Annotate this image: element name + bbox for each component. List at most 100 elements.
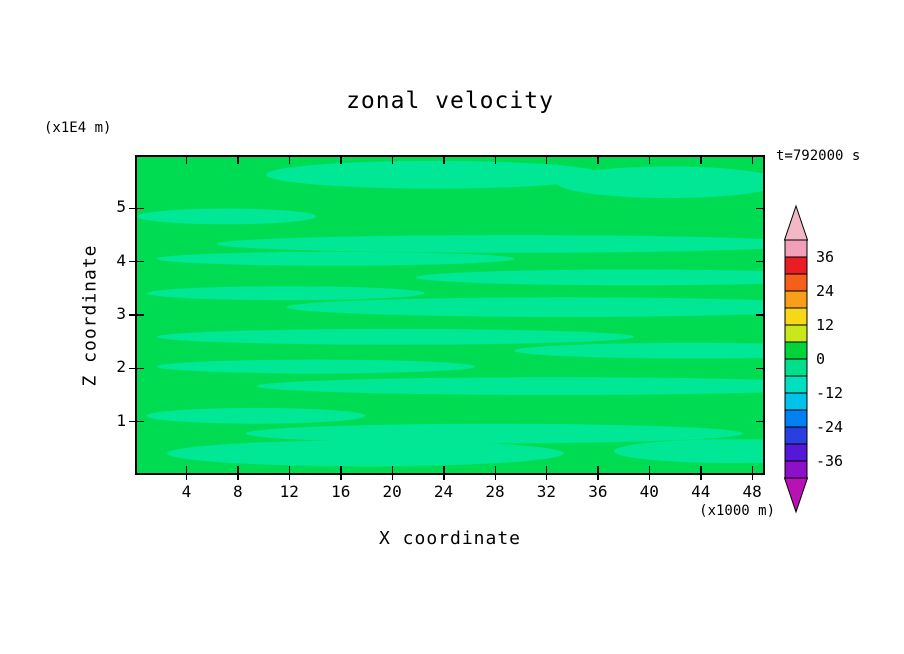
x-tick-bottom [288, 466, 291, 474]
colorbar-segment [784, 443, 808, 462]
x-tick-top [391, 156, 394, 164]
z-tick-right [756, 367, 764, 370]
field-negative-band [146, 407, 366, 424]
z-tick-label: 3 [116, 304, 126, 323]
colorbar-arrow-top [783, 204, 809, 241]
x-tick-label: 16 [331, 482, 351, 501]
x-tick-bottom [700, 466, 702, 474]
z-tick-label: 5 [116, 197, 126, 217]
x-tick-bottom-outer [648, 475, 651, 480]
field-negative-band [265, 160, 604, 189]
field-negative-band [137, 208, 317, 225]
contour-plot-area [135, 155, 765, 475]
x-tick-top [288, 156, 291, 164]
x-tick-bottom [648, 466, 651, 474]
colorbar-segment [784, 460, 808, 479]
x-tick-bottom [443, 466, 445, 474]
field-negative-band [245, 423, 743, 444]
x-tick-bottom-outer [597, 475, 599, 480]
x-tick-top [443, 156, 445, 164]
colorbar-tick-label: 12 [816, 316, 835, 334]
field-negative-band [216, 235, 763, 253]
x-tick-label: 28 [485, 482, 505, 501]
x-tick-bottom [494, 466, 496, 474]
z-tick-left-outer [129, 367, 135, 370]
colorbar-tick-label: -12 [816, 384, 844, 402]
zonal-velocity-field [137, 157, 763, 473]
z-tick-left [136, 367, 144, 370]
x-tick-label: 12 [279, 482, 299, 501]
x-tick-bottom-outer [443, 475, 445, 480]
colorbar-arrow-bottom [783, 477, 809, 514]
z-tick-left [136, 207, 144, 210]
x-tick-top [751, 156, 754, 164]
colorbar-tick-label: 36 [816, 248, 835, 266]
colorbar-segment [784, 358, 808, 377]
x-tick-label: 36 [588, 482, 608, 501]
x-tick-top [545, 156, 548, 164]
colorbar-segment [784, 273, 808, 292]
z-tick-right [756, 260, 764, 263]
colorbar-segment [784, 426, 808, 445]
x-tick-top [237, 156, 239, 164]
x-tick-label: 48 [742, 482, 762, 501]
x-tick-bottom-outer [288, 475, 291, 480]
field-negative-band [514, 342, 763, 359]
x-tick-top [700, 156, 702, 164]
y-axis-unit-label: (x1E4 m) [44, 120, 112, 136]
x-tick-top [597, 156, 599, 164]
x-tick-bottom-outer [751, 475, 754, 480]
x-tick-bottom [237, 466, 239, 474]
x-tick-bottom [340, 466, 342, 474]
z-tick-right [756, 314, 764, 316]
x-tick-label: 32 [536, 482, 557, 501]
field-negative-band [156, 251, 515, 266]
x-tick-top [494, 156, 496, 164]
colorbar-tick-label: -24 [816, 418, 844, 436]
time-annotation: t=792000 s [776, 148, 861, 164]
colorbar-tick-label: 0 [816, 350, 826, 368]
field-negative-band [286, 297, 763, 317]
colorbar-segment [784, 409, 808, 428]
z-tick-label: 4 [116, 250, 126, 270]
x-tick-bottom-outer [340, 475, 342, 480]
x-axis-unit-label: (x1000 m) [699, 503, 775, 519]
colorbar-segment [784, 256, 808, 275]
x-tick-bottom-outer [545, 475, 548, 480]
z-tick-left-outer [129, 314, 135, 316]
x-tick-bottom-outer [494, 475, 496, 480]
x-tick-top [648, 156, 651, 164]
x-tick-label: 44 [691, 482, 711, 501]
field-negative-band [614, 439, 763, 464]
x-axis-title: X coordinate [378, 528, 522, 549]
field-negative-band [256, 377, 763, 395]
x-tick-bottom [751, 466, 754, 474]
colorbar [783, 204, 809, 514]
colorbar-segment [784, 341, 808, 360]
field-negative-band [415, 269, 763, 286]
x-tick-label: 4 [181, 482, 192, 501]
colorbar-segment [784, 392, 808, 411]
x-tick-bottom [391, 466, 394, 474]
x-tick-label: 24 [433, 482, 454, 501]
z-tick-left [136, 420, 144, 423]
field-negative-band [167, 440, 564, 467]
field-negative-band [147, 286, 425, 301]
field-negative-band [157, 328, 635, 345]
z-tick-left [136, 314, 144, 316]
x-tick-top [185, 156, 188, 164]
field-negative-band [157, 359, 476, 374]
x-tick-bottom-outer [237, 475, 239, 480]
colorbar-segment [784, 307, 808, 326]
z-tick-right [756, 420, 764, 423]
x-tick-top [340, 156, 342, 164]
colorbar-segment [784, 324, 808, 343]
x-tick-bottom-outer [185, 475, 188, 480]
colorbar-tick-label: 24 [816, 282, 835, 300]
x-tick-bottom [545, 466, 548, 474]
colorbar-tick-label: -36 [816, 452, 844, 470]
x-tick-bottom-outer [391, 475, 394, 480]
x-tick-bottom-outer [700, 475, 702, 480]
colorbar-segment [784, 375, 808, 394]
